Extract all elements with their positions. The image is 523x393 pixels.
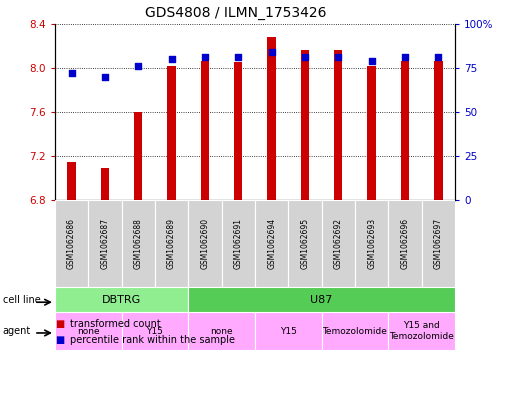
Text: Y15: Y15: [280, 327, 297, 336]
Text: none: none: [77, 327, 99, 336]
Bar: [234, 62, 243, 200]
Text: GSM1062689: GSM1062689: [167, 218, 176, 269]
Text: U87: U87: [311, 295, 333, 305]
Bar: [355, 200, 388, 287]
Text: none: none: [210, 327, 233, 336]
Text: DBTRG: DBTRG: [102, 295, 141, 305]
Point: [134, 63, 142, 69]
Text: ■: ■: [55, 319, 64, 329]
Text: agent: agent: [3, 326, 31, 336]
Bar: [88, 200, 121, 287]
Bar: [422, 200, 455, 287]
Bar: [322, 200, 355, 287]
Bar: [388, 200, 422, 287]
Bar: [222, 200, 255, 287]
Text: Temozolomide: Temozolomide: [323, 327, 388, 336]
Text: GSM1062694: GSM1062694: [267, 218, 276, 269]
Text: GSM1062695: GSM1062695: [301, 218, 310, 269]
Text: ■: ■: [55, 335, 64, 345]
Bar: [334, 50, 343, 200]
Bar: [101, 168, 109, 200]
Bar: [67, 162, 76, 200]
Bar: [401, 61, 409, 200]
Bar: [434, 61, 442, 200]
Point: [334, 54, 343, 60]
Bar: [155, 200, 188, 287]
Text: percentile rank within the sample: percentile rank within the sample: [70, 335, 234, 345]
Bar: [255, 200, 288, 287]
Bar: [134, 112, 142, 200]
Text: GSM1062693: GSM1062693: [367, 218, 376, 269]
Point: [201, 54, 209, 60]
Point: [167, 56, 176, 62]
Bar: [188, 287, 455, 312]
Text: cell line: cell line: [3, 295, 40, 305]
Text: GSM1062686: GSM1062686: [67, 218, 76, 269]
Text: GSM1062692: GSM1062692: [334, 218, 343, 269]
Bar: [322, 312, 388, 350]
Text: GDS4808 / ILMN_1753426: GDS4808 / ILMN_1753426: [144, 6, 326, 20]
Point: [101, 73, 109, 80]
Point: [301, 54, 309, 60]
Bar: [55, 200, 88, 287]
Text: GSM1062691: GSM1062691: [234, 218, 243, 269]
Bar: [55, 287, 188, 312]
Bar: [368, 66, 376, 200]
Bar: [121, 312, 188, 350]
Bar: [388, 312, 455, 350]
Text: GSM1062687: GSM1062687: [100, 218, 109, 269]
Bar: [188, 200, 222, 287]
Text: GSM1062696: GSM1062696: [401, 218, 410, 269]
Bar: [288, 200, 322, 287]
Point: [67, 70, 76, 76]
Point: [368, 58, 376, 64]
Point: [234, 54, 243, 60]
Text: Y15: Y15: [146, 327, 163, 336]
Text: GSM1062688: GSM1062688: [134, 218, 143, 269]
Bar: [255, 312, 322, 350]
Point: [434, 54, 442, 60]
Bar: [201, 61, 209, 200]
Bar: [121, 200, 155, 287]
Text: GSM1062697: GSM1062697: [434, 218, 443, 269]
Bar: [55, 312, 121, 350]
Text: Y15 and
Temozolomide: Y15 and Temozolomide: [389, 321, 454, 341]
Bar: [167, 66, 176, 200]
Bar: [301, 50, 309, 200]
Point: [401, 54, 409, 60]
Bar: [267, 37, 276, 200]
Bar: [188, 312, 255, 350]
Point: [267, 49, 276, 55]
Text: transformed count: transformed count: [70, 319, 161, 329]
Text: GSM1062690: GSM1062690: [200, 218, 209, 269]
